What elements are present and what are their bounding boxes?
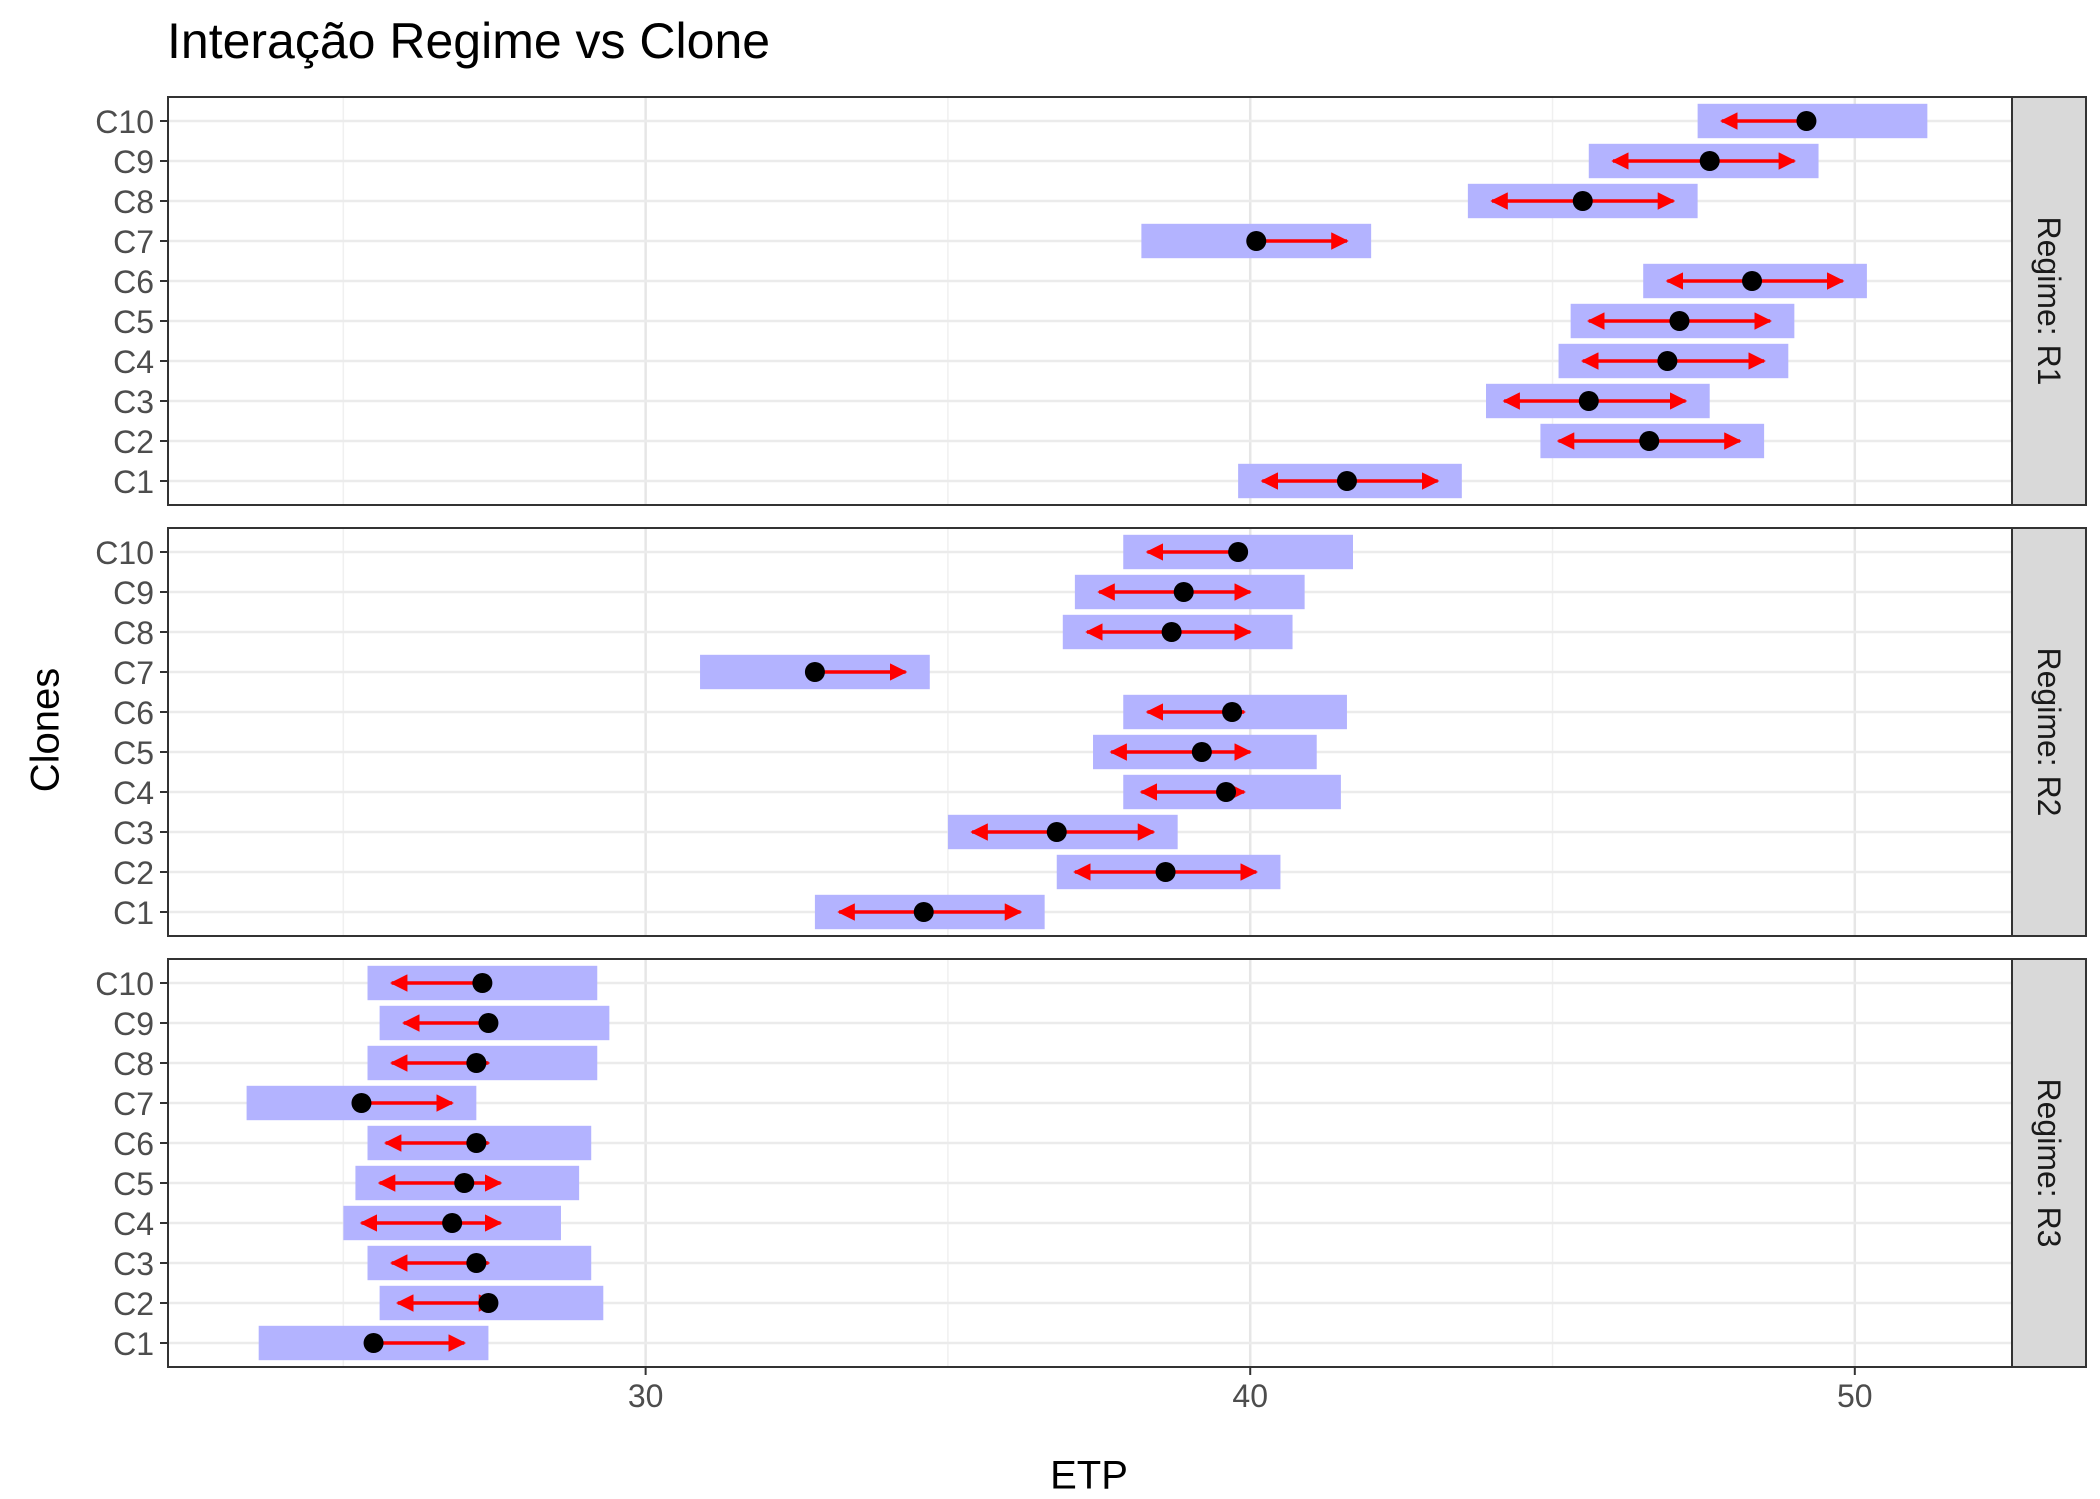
y-tick-label: C6 (113, 695, 154, 731)
y-tick-label: C2 (113, 424, 154, 460)
data-point (442, 1213, 463, 1233)
data-point (1796, 111, 1817, 131)
data-point (351, 1093, 372, 1113)
x-tick-label: 50 (1837, 1378, 1873, 1414)
data-point (1173, 582, 1194, 602)
facet-strip (2011, 527, 2087, 937)
data-point (466, 1253, 487, 1273)
y-tick-label: C4 (113, 1206, 154, 1242)
x-axis-label: ETP (1050, 1453, 1128, 1498)
data-point (363, 1333, 384, 1353)
data-point (1191, 742, 1212, 762)
y-tick-label: C8 (113, 184, 154, 220)
data-point (478, 1293, 499, 1313)
data-point (1742, 271, 1763, 291)
data-point (1228, 542, 1249, 562)
y-tick-label: C10 (95, 104, 154, 140)
y-tick-label: C10 (95, 966, 154, 1002)
x-tick-label: 30 (628, 1378, 664, 1414)
y-tick-label: C6 (113, 264, 154, 300)
facet-strip (2011, 958, 2087, 1368)
y-tick-label: C3 (113, 1246, 154, 1282)
data-point (472, 973, 493, 993)
data-point (478, 1013, 499, 1033)
panel-3: C1 C2 C3 C4 C5 C6 C7 C8 C9 C10 Regime: R3 30 40 50 (95, 958, 2087, 1414)
facet-strip (2011, 96, 2087, 506)
y-tick-label: C9 (113, 1006, 154, 1042)
data-point (454, 1173, 475, 1193)
data-point (1336, 471, 1357, 491)
y-tick-label: C7 (113, 655, 154, 691)
y-tick-label: C10 (95, 535, 154, 571)
y-tick-label: C1 (113, 464, 154, 500)
data-point (466, 1133, 487, 1153)
data-point (1572, 191, 1593, 211)
y-tick-label: C4 (113, 775, 154, 811)
y-tick-label: C5 (113, 1166, 154, 1202)
y-tick-label: C2 (113, 1286, 154, 1322)
chart-title: Interação Regime vs Clone (167, 13, 771, 69)
y-tick-label: C3 (113, 815, 154, 851)
y-tick-label: C1 (113, 1326, 154, 1362)
y-tick-label: C4 (113, 344, 154, 380)
facet-label: Regime: R1 (2031, 217, 2067, 386)
data-point (1216, 782, 1237, 802)
data-point (1222, 702, 1243, 722)
data-point (1669, 311, 1690, 331)
y-tick-label: C2 (113, 855, 154, 891)
data-point (1155, 862, 1176, 882)
x-tick-label: 40 (1232, 1378, 1268, 1414)
y-tick-label: C5 (113, 735, 154, 771)
data-point (1161, 622, 1182, 642)
data-point (1046, 822, 1067, 842)
y-tick-label: C9 (113, 575, 154, 611)
y-tick-label: C8 (113, 615, 154, 651)
y-tick-label: C6 (113, 1126, 154, 1162)
facet-label: Regime: R3 (2031, 1079, 2067, 1248)
y-tick-label: C1 (113, 895, 154, 931)
y-tick-label: C8 (113, 1046, 154, 1082)
data-point (1578, 391, 1599, 411)
facet-label: Regime: R2 (2031, 648, 2067, 817)
panel-2: C1 C2 C3 C4 C5 C6 C7 C8 C9 C10 Regime: R2 (95, 527, 2087, 937)
y-tick-label: C5 (113, 304, 154, 340)
y-tick-label: C7 (113, 224, 154, 260)
panel-1: C1 C2 C3 C4 C5 C6 C7 C8 C9 C10 Regime: R1 (95, 96, 2087, 506)
data-point (1657, 351, 1678, 371)
y-tick-label: C3 (113, 384, 154, 420)
y-tick-label: C7 (113, 1086, 154, 1122)
y-tick-label: C9 (113, 144, 154, 180)
data-point (1699, 151, 1720, 171)
data-point (913, 902, 934, 922)
data-point (804, 662, 825, 682)
data-point (1639, 431, 1660, 451)
data-point (466, 1053, 487, 1073)
data-point (1246, 231, 1267, 251)
